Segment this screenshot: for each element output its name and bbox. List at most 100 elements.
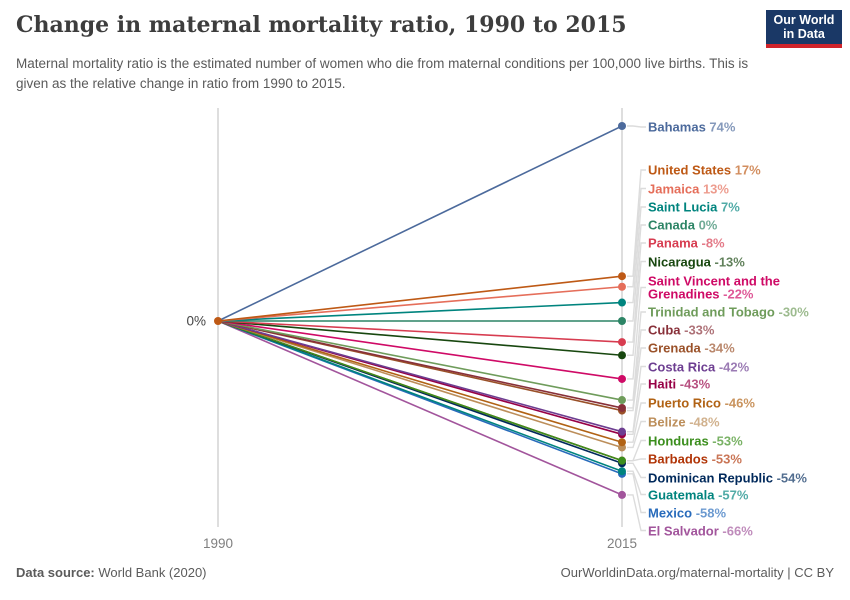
series-label-name: Trinidad and Tobago — [648, 304, 779, 320]
series-dot-bahamas[interactable] — [618, 122, 626, 131]
series-label-puerto-rico[interactable]: Puerto Rico -46% — [648, 396, 755, 411]
series-label-value: 7% — [720, 199, 740, 215]
series-dot-trinidad-and-tobago[interactable] — [618, 396, 626, 405]
series-dot-canada[interactable] — [618, 317, 626, 325]
series-line-puerto-rico[interactable] — [217, 320, 623, 443]
series-label-name: United States — [648, 162, 735, 178]
series-label-nicaragua[interactable]: Nicaragua -13% — [648, 254, 745, 269]
data-source-label: Data source: — [16, 565, 95, 580]
series-label-name: Canada — [648, 217, 699, 233]
series-label-name: Haiti — [648, 376, 680, 392]
chart-title: Change in maternal mortality ratio, 1990… — [16, 12, 627, 38]
series-dot-saint-vincent-and-the-grenadines[interactable] — [618, 374, 626, 383]
chart-subtitle: Maternal mortality ratio is the estimate… — [16, 56, 749, 91]
series-label-mexico[interactable]: Mexico -58% — [648, 505, 726, 520]
series-line-guatemala[interactable] — [217, 320, 623, 472]
series-label-name: Guatemala — [648, 487, 719, 502]
series-line-cuba[interactable] — [217, 320, 623, 409]
series-label-haiti[interactable]: Haiti -43% — [648, 377, 710, 392]
series-dot-el-salvador[interactable] — [618, 490, 626, 499]
series-label-dominican-republic[interactable]: Dominican Republic -54% — [648, 470, 807, 485]
series-dot-nicaragua[interactable] — [618, 351, 626, 360]
series-line-belize[interactable] — [217, 320, 623, 449]
series-label-honduras[interactable]: Honduras -53% — [648, 433, 743, 448]
series-label-cuba[interactable]: Cuba -33% — [648, 323, 714, 338]
series-label-belize[interactable]: Belize -48% — [648, 414, 720, 429]
data-source: Data source: World Bank (2020) — [16, 565, 207, 580]
series-label-value: 74% — [709, 119, 736, 135]
series-label-name: El Salvador — [648, 523, 723, 538]
series-label-panama[interactable]: Panama -8% — [648, 236, 725, 251]
series-label-jamaica[interactable]: Jamaica 13% — [648, 181, 729, 196]
series-dot-united-states[interactable] — [618, 272, 626, 281]
series-line-panama[interactable] — [217, 320, 623, 343]
series-label-value: -54% — [776, 470, 807, 485]
series-label-name: Barbados — [648, 451, 712, 467]
series-label-barbados[interactable]: Barbados -53% — [648, 452, 742, 467]
series-dot-jamaica[interactable] — [618, 282, 626, 291]
series-line-bahamas[interactable] — [217, 125, 623, 322]
label-leader-belize — [627, 420, 646, 449]
series-dot-puerto-rico[interactable] — [618, 438, 626, 447]
series-label-value: -22% — [723, 286, 754, 302]
x-tick-1990: 1990 — [202, 536, 234, 551]
label-leader-united-states — [627, 169, 646, 277]
series-label-value: 17% — [734, 162, 761, 178]
series-label-value: -33% — [684, 322, 715, 338]
series-line-trinidad-and-tobago[interactable] — [217, 320, 623, 401]
series-line-nicaragua[interactable] — [217, 320, 623, 357]
owid-logo-line2: in Data — [783, 27, 825, 41]
owid-logo-accent-bar — [766, 44, 842, 48]
label-leader-saint-vincent-and-the-grenadines — [627, 286, 646, 380]
label-leader-jamaica — [627, 187, 646, 288]
series-label-bahamas[interactable]: Bahamas 74% — [648, 120, 735, 135]
label-leader-canada — [627, 224, 646, 322]
series-label-grenada[interactable]: Grenada -34% — [648, 341, 735, 356]
series-label-saint-vincent-and-the-grenadines[interactable]: Saint Vincent and the Grenadines -22% — [648, 274, 836, 301]
series-label-costa-rica[interactable]: Costa Rica -42% — [648, 359, 749, 374]
series-label-name: Saint Vincent and the Grenadines — [648, 273, 780, 302]
series-dot-cuba[interactable] — [618, 403, 626, 412]
series-dot-honduras[interactable] — [618, 456, 626, 465]
series-dot-guatemala[interactable] — [618, 467, 626, 476]
series-label-guatemala[interactable]: Guatemala -57% — [648, 487, 748, 502]
series-label-name: Jamaica — [648, 181, 703, 196]
label-leader-el-salvador — [627, 494, 646, 532]
label-leader-cuba — [627, 329, 646, 409]
series-dot-costa-rica[interactable] — [618, 427, 626, 436]
series-label-el-salvador[interactable]: El Salvador -66% — [648, 523, 753, 538]
series-line-el-salvador[interactable] — [217, 320, 623, 496]
label-leader-mexico — [627, 473, 646, 514]
series-label-name: Nicaragua — [648, 254, 715, 269]
series-label-united-states[interactable]: United States 17% — [648, 163, 761, 178]
series-line-saint-lucia[interactable] — [217, 301, 623, 322]
series-line-honduras[interactable] — [217, 320, 623, 462]
series-label-value: -8% — [701, 235, 725, 251]
series-label-trinidad-and-tobago[interactable]: Trinidad and Tobago -30% — [648, 305, 809, 320]
series-label-saint-lucia[interactable]: Saint Lucia 7% — [648, 200, 740, 215]
series-label-value: -13% — [714, 254, 745, 269]
series-line-costa-rica[interactable] — [217, 320, 623, 433]
label-leader-panama — [627, 242, 646, 343]
series-label-name: Costa Rica — [648, 359, 719, 374]
series-label-name: Grenada — [648, 340, 705, 356]
label-leader-grenada — [627, 347, 646, 412]
series-dot-saint-lucia[interactable] — [618, 298, 626, 307]
series-line-jamaica[interactable] — [217, 285, 623, 322]
credit-line: OurWorldinData.org/maternal-mortality | … — [560, 565, 834, 580]
owid-logo[interactable]: Our World in Data — [766, 10, 842, 48]
series-label-value: -53% — [712, 433, 743, 448]
series-label-value: -58% — [695, 505, 727, 520]
label-leader-saint-lucia — [627, 206, 646, 304]
series-label-name: Cuba — [648, 322, 685, 338]
series-label-value: 13% — [702, 181, 729, 196]
series-label-value: -46% — [724, 395, 755, 411]
series-line-united-states[interactable] — [217, 275, 623, 322]
series-line-saint-vincent-and-the-grenadines[interactable] — [217, 320, 623, 380]
series-label-name: Panama — [648, 235, 702, 251]
x-tick-2015: 2015 — [606, 536, 638, 551]
series-dot-panama[interactable] — [618, 338, 626, 347]
series-label-canada[interactable]: Canada 0% — [648, 218, 717, 233]
